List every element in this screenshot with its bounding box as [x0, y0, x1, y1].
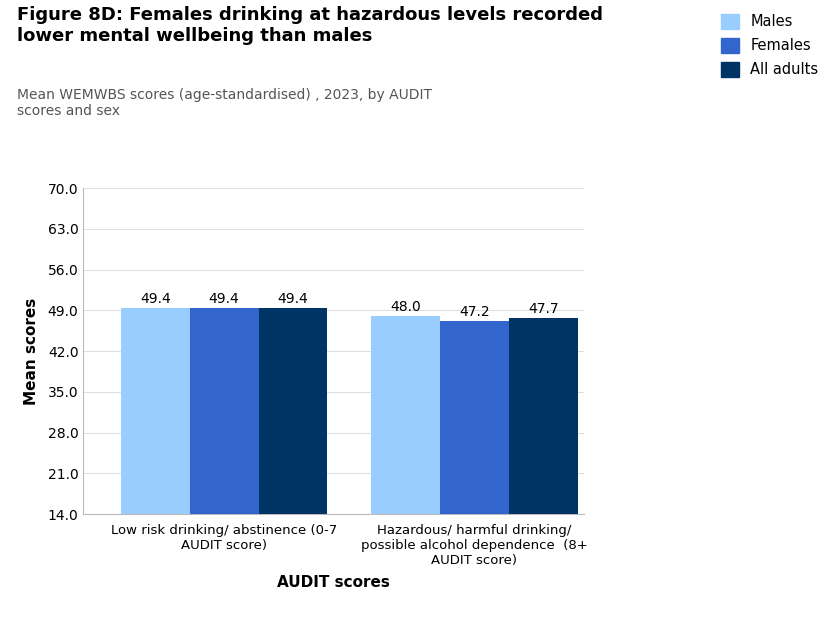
Text: 47.2: 47.2	[459, 305, 490, 319]
Bar	[190, 308, 259, 596]
X-axis label: AUDIT scores: AUDIT scores	[277, 575, 390, 590]
Bar	[440, 321, 509, 596]
Text: Figure 8D: Females drinking at hazardous levels recorded
lower mental wellbeing : Figure 8D: Females drinking at hazardous…	[17, 6, 603, 45]
Text: 49.4: 49.4	[140, 292, 171, 306]
Bar	[509, 318, 577, 596]
Bar	[259, 308, 327, 596]
Text: 49.4: 49.4	[278, 292, 309, 306]
Bar	[121, 308, 190, 596]
Bar	[371, 316, 440, 596]
Y-axis label: Mean scores: Mean scores	[24, 297, 39, 405]
Text: 49.4: 49.4	[208, 292, 239, 306]
Text: Mean WEMWBS scores (age-standardised) , 2023, by AUDIT
scores and sex: Mean WEMWBS scores (age-standardised) , …	[17, 88, 432, 118]
Text: 47.7: 47.7	[528, 302, 559, 315]
Legend: Males, Females, All adults: Males, Females, All adults	[721, 14, 818, 77]
Text: 48.0: 48.0	[390, 300, 421, 314]
